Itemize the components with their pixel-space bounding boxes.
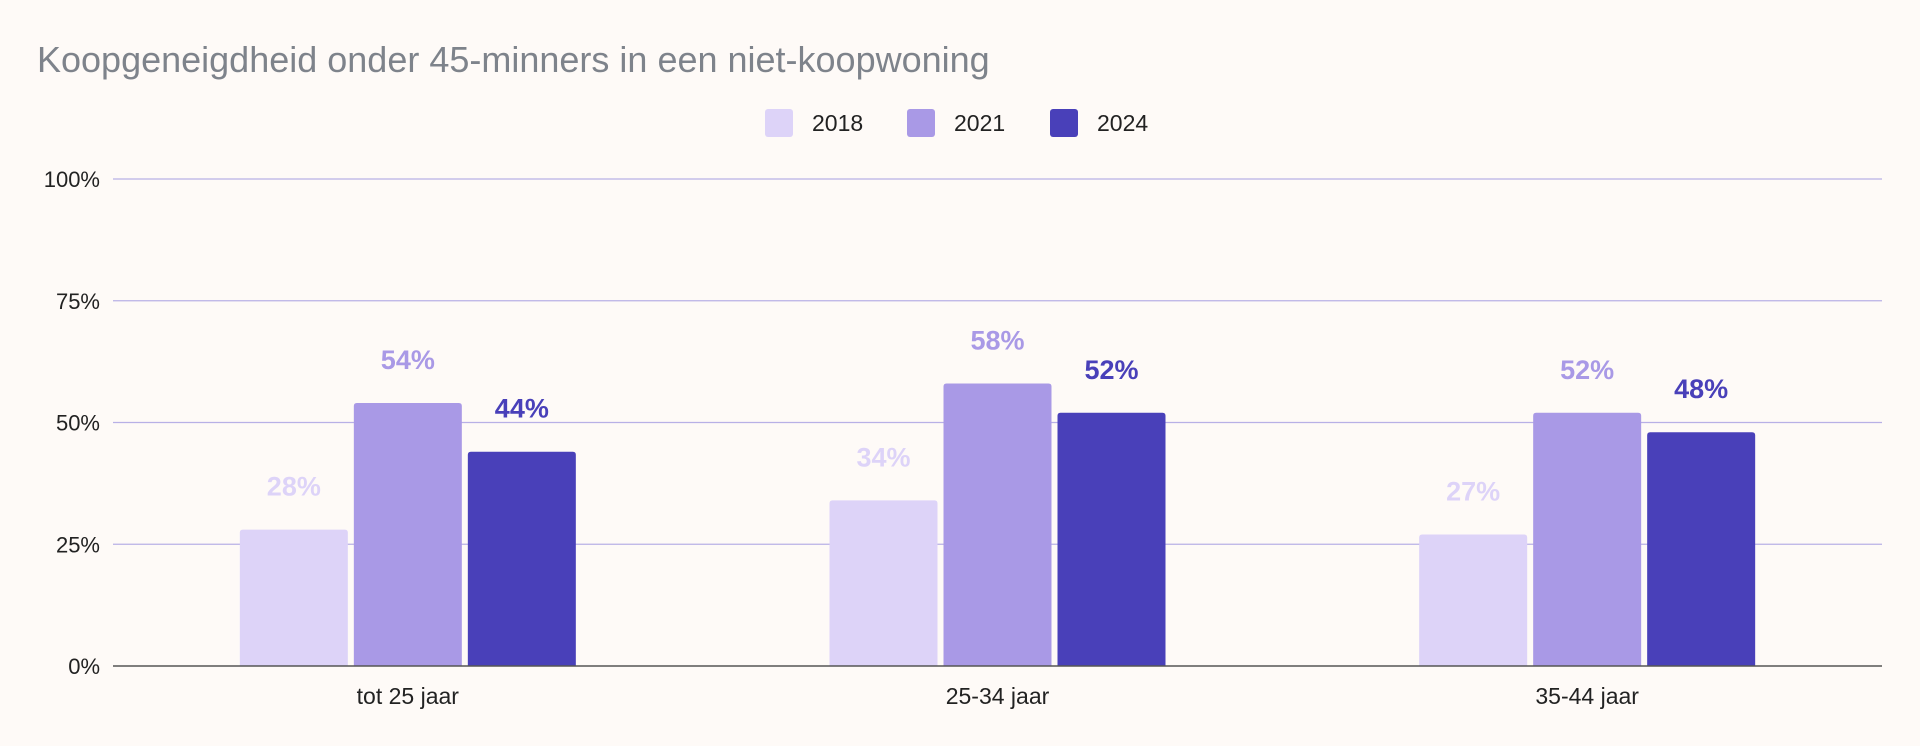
legend-swatch-2021 — [907, 109, 935, 137]
y-tick-label: 75% — [56, 289, 100, 314]
legend-swatch-2018 — [765, 109, 793, 137]
bar-2024-1 — [1057, 412, 1166, 666]
data-label: 58% — [970, 326, 1024, 356]
data-label: 34% — [856, 442, 910, 472]
bars — [239, 383, 1756, 666]
bar-2018-0 — [239, 529, 348, 666]
legend: 2018 2021 2024 — [765, 109, 1148, 137]
y-tick-label: 100% — [44, 167, 100, 192]
legend-swatch-2024 — [1050, 109, 1078, 137]
bar-2018-1 — [829, 500, 938, 666]
x-tick-label: tot 25 jaar — [357, 683, 460, 709]
bar-2021-0 — [353, 403, 462, 666]
data-label: 48% — [1674, 374, 1728, 404]
data-label: 44% — [495, 394, 549, 424]
legend-label-2024: 2024 — [1097, 110, 1148, 136]
bar-2024-0 — [467, 451, 576, 666]
bar-2021-1 — [943, 383, 1052, 666]
bar-2024-2 — [1647, 432, 1756, 666]
data-label: 54% — [381, 345, 435, 375]
x-axis: tot 25 jaar 25-34 jaar 35-44 jaar — [113, 665, 1882, 709]
chart-title: Koopgeneigdheid onder 45-minners in een … — [37, 39, 990, 80]
legend-label-2018: 2018 — [812, 110, 863, 136]
y-tick-label: 50% — [56, 411, 100, 436]
x-tick-label: 35-44 jaar — [1535, 683, 1639, 709]
data-label: 52% — [1560, 355, 1614, 385]
legend-label-2021: 2021 — [954, 110, 1005, 136]
y-tick-label: 25% — [56, 532, 100, 557]
data-label: 27% — [1446, 477, 1500, 507]
bar-2021-2 — [1533, 412, 1642, 666]
y-axis-ticks: 0% 25% 50% 75% 100% — [44, 167, 100, 679]
bar-2018-2 — [1419, 534, 1528, 666]
data-label: 28% — [267, 472, 321, 502]
x-tick-label: 25-34 jaar — [946, 683, 1050, 709]
data-labels: 28% 54% 44% 34% 58% 52% 27% 52% 48% — [267, 326, 1728, 507]
y-tick-label: 0% — [68, 654, 100, 679]
data-label: 52% — [1084, 355, 1138, 385]
